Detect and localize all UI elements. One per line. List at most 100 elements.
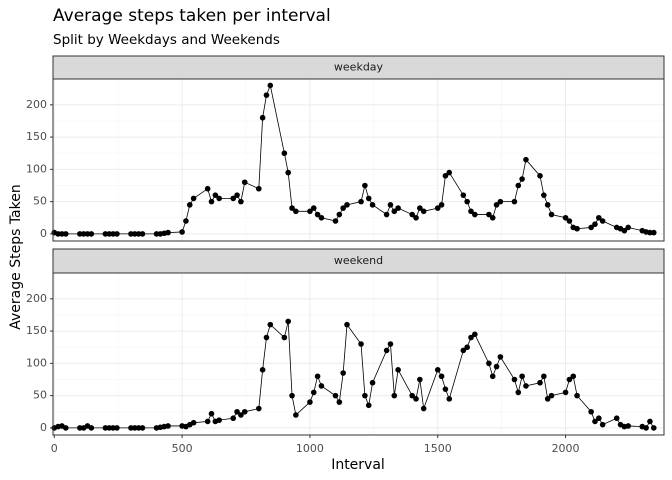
data-point	[62, 231, 69, 237]
panel-border	[52, 78, 665, 242]
data-point	[647, 229, 653, 236]
data-point	[464, 344, 470, 351]
data-point	[596, 214, 602, 221]
data-point	[139, 231, 146, 237]
y-tick-label: 150	[26, 130, 47, 143]
data-point	[519, 176, 525, 182]
x-tick-label: 1500	[424, 442, 452, 455]
data-point	[135, 231, 142, 237]
data-point	[208, 198, 215, 205]
data-point	[588, 224, 594, 231]
data-point	[293, 412, 299, 418]
data-point	[486, 211, 492, 218]
x-axis-label: Interval	[331, 457, 385, 473]
data-point	[255, 185, 262, 192]
data-point	[344, 202, 350, 208]
data-point	[391, 208, 398, 215]
chart-title: Average steps taken per interval	[53, 6, 331, 26]
data-point	[365, 195, 372, 202]
data-point	[230, 415, 237, 422]
data-point	[625, 224, 632, 231]
data-point	[365, 402, 372, 409]
data-point	[442, 173, 449, 179]
data-point	[438, 373, 445, 380]
data-point	[318, 383, 325, 389]
data-point	[647, 418, 653, 425]
data-point	[307, 208, 313, 215]
data-point	[332, 218, 339, 224]
strip	[52, 248, 665, 274]
x-tick-label: 500	[172, 442, 193, 455]
data-point	[472, 211, 478, 218]
data-point	[362, 182, 368, 189]
data-point	[153, 231, 160, 237]
data-point	[460, 192, 467, 198]
data-point	[515, 389, 522, 396]
data-point	[293, 208, 299, 215]
data-point	[267, 321, 274, 328]
data-point	[208, 410, 215, 417]
data-point	[230, 195, 237, 202]
data-point	[165, 423, 171, 429]
data-point	[417, 376, 423, 383]
strip-label: weekend	[334, 254, 383, 267]
data-point	[183, 218, 189, 224]
data-point	[362, 392, 368, 399]
data-point	[179, 229, 185, 235]
data-point	[114, 231, 120, 237]
data-point	[420, 208, 427, 215]
data-point	[241, 179, 248, 186]
data-point	[314, 211, 321, 218]
data-point	[216, 195, 222, 202]
data-point	[544, 396, 551, 402]
y-tick-label: 100	[26, 356, 47, 369]
y-axis-label: Average Steps Taken	[8, 184, 24, 329]
data-point	[523, 156, 529, 163]
panel-background	[53, 79, 664, 241]
data-point	[77, 231, 83, 237]
data-point	[570, 373, 577, 380]
data-point	[409, 211, 415, 218]
data-point	[489, 373, 496, 380]
data-point	[165, 229, 171, 236]
data-point	[613, 415, 620, 422]
data-point	[493, 202, 500, 208]
data-point	[132, 425, 138, 431]
data-point	[267, 82, 274, 89]
data-point	[599, 218, 606, 224]
data-point	[190, 419, 197, 426]
y-tick-label: 100	[26, 162, 47, 175]
data-point	[650, 425, 657, 431]
data-point	[464, 198, 470, 205]
data-point	[358, 341, 364, 347]
data-point	[537, 379, 543, 386]
data-point	[544, 202, 551, 208]
data-point	[139, 425, 146, 431]
data-point	[409, 392, 415, 399]
data-point	[537, 173, 543, 179]
data-point	[62, 425, 69, 431]
data-point	[588, 408, 594, 415]
data-point	[562, 389, 569, 396]
data-point	[596, 415, 602, 422]
data-point	[523, 383, 529, 389]
data-point	[417, 205, 423, 211]
data-point	[497, 354, 504, 360]
data-point	[650, 229, 657, 236]
data-point	[106, 231, 113, 237]
data-point	[592, 418, 598, 425]
data-point	[369, 202, 376, 208]
data-point	[574, 392, 580, 399]
data-point	[336, 399, 343, 405]
data-point	[515, 182, 522, 189]
data-point	[460, 347, 467, 354]
data-point	[263, 334, 270, 341]
data-point	[80, 231, 87, 237]
data-point	[599, 421, 606, 428]
data-point	[263, 92, 270, 98]
data-point	[110, 231, 116, 237]
y-tick-label: 0	[40, 227, 47, 240]
data-point	[190, 195, 197, 202]
data-point	[438, 202, 445, 208]
data-point	[259, 367, 266, 373]
